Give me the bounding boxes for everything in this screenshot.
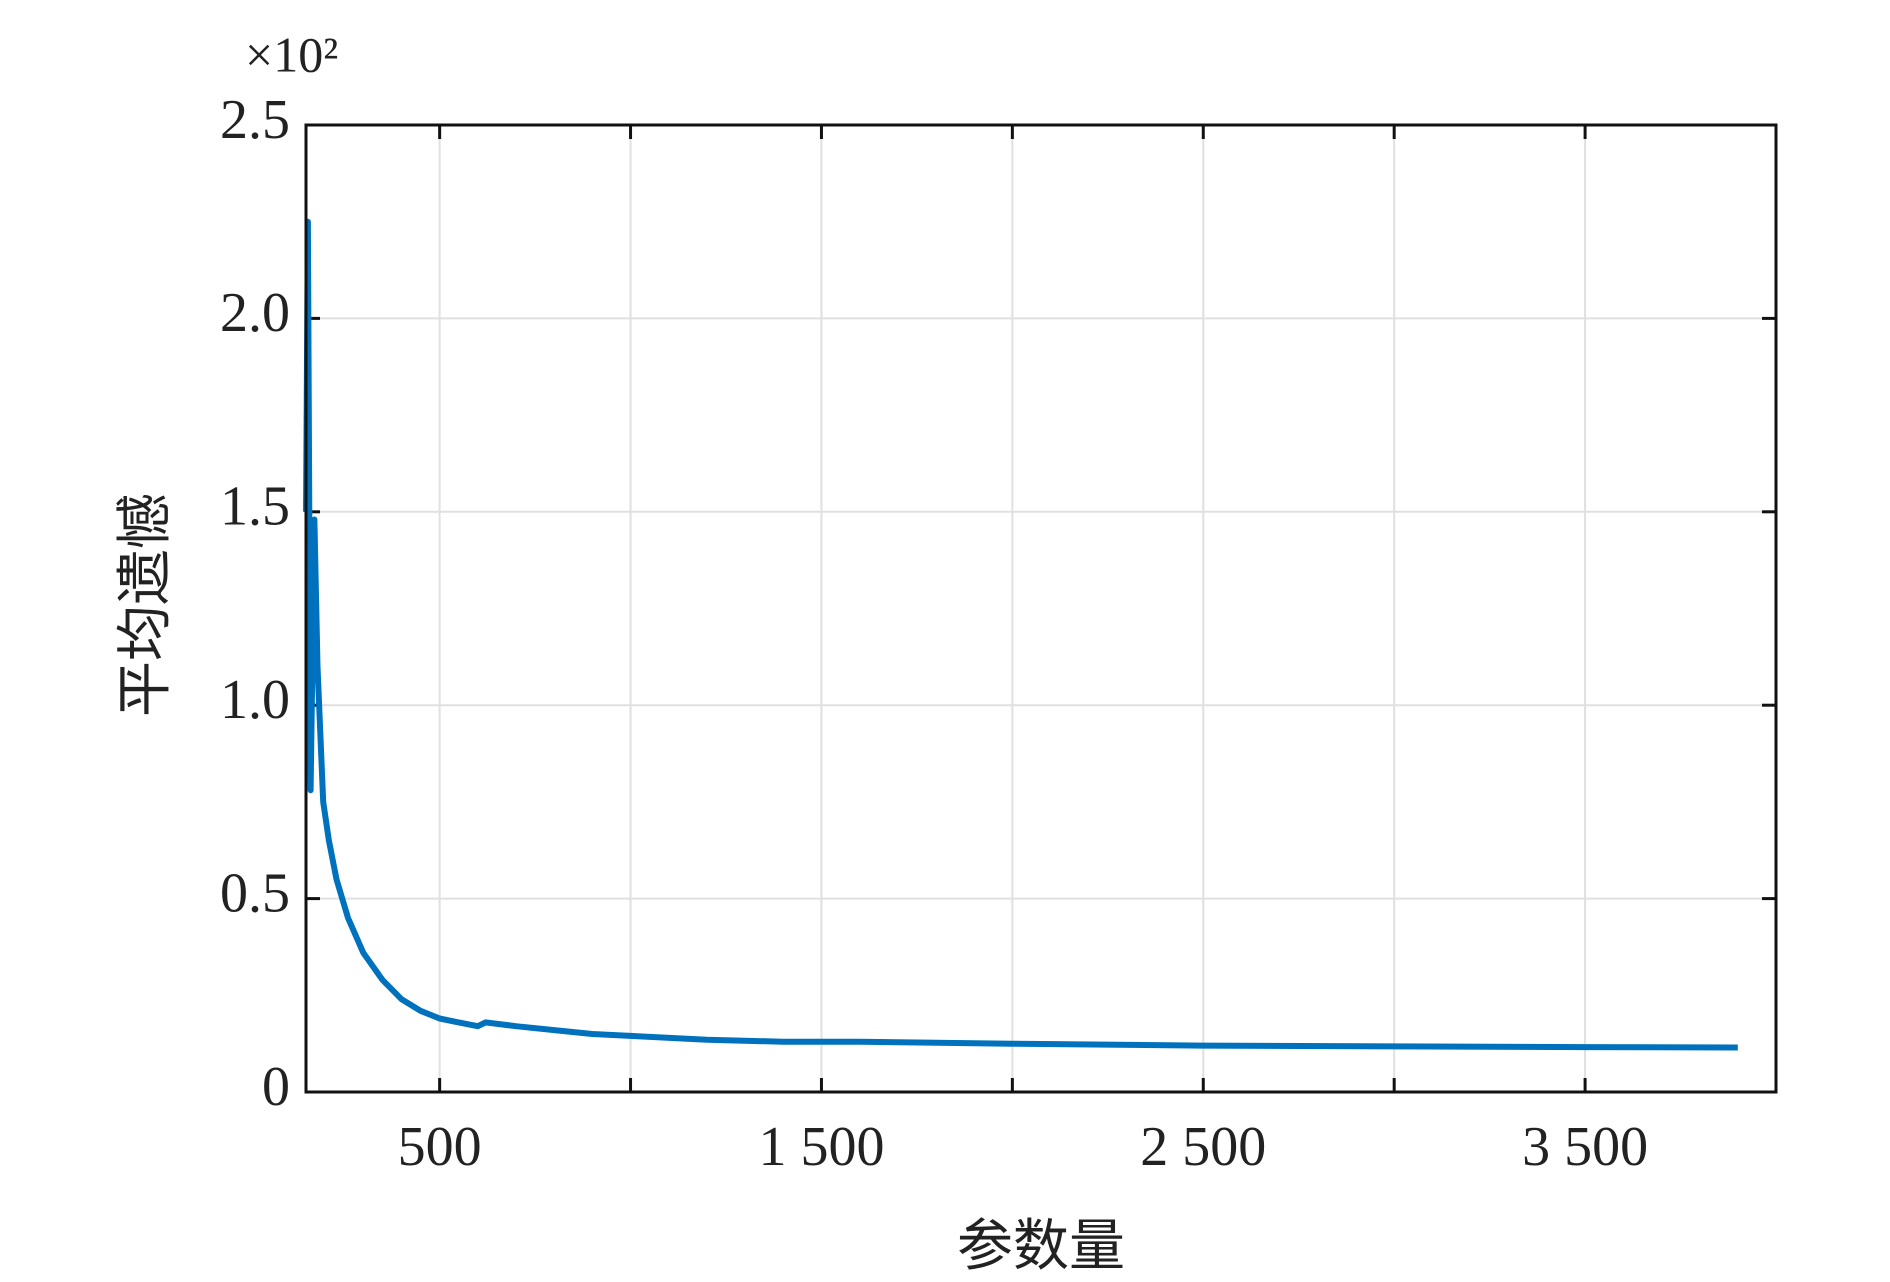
y-tick-label: 0.5	[220, 862, 290, 924]
axis-multiplier: ×10²	[245, 26, 338, 82]
x-tick-label: 1 500	[758, 1116, 884, 1178]
plot-frame	[304, 123, 1778, 1094]
data-line	[303, 218, 1738, 1051]
y-tick-label: 1.0	[220, 669, 290, 731]
x-tick-label: 500	[398, 1116, 482, 1178]
y-tick-label: 1.5	[220, 476, 290, 538]
y-tick-label: 2.0	[220, 282, 290, 344]
y-axis-label: 平均遗憾	[115, 493, 177, 717]
x-tick-label: 2 500	[1140, 1116, 1266, 1178]
y-tick-label: 2.5	[220, 89, 290, 151]
x-axis-label: 参数量	[957, 1216, 1125, 1278]
x-tick-label: 3 500	[1522, 1116, 1648, 1178]
y-tick-label: 0	[262, 1056, 290, 1118]
